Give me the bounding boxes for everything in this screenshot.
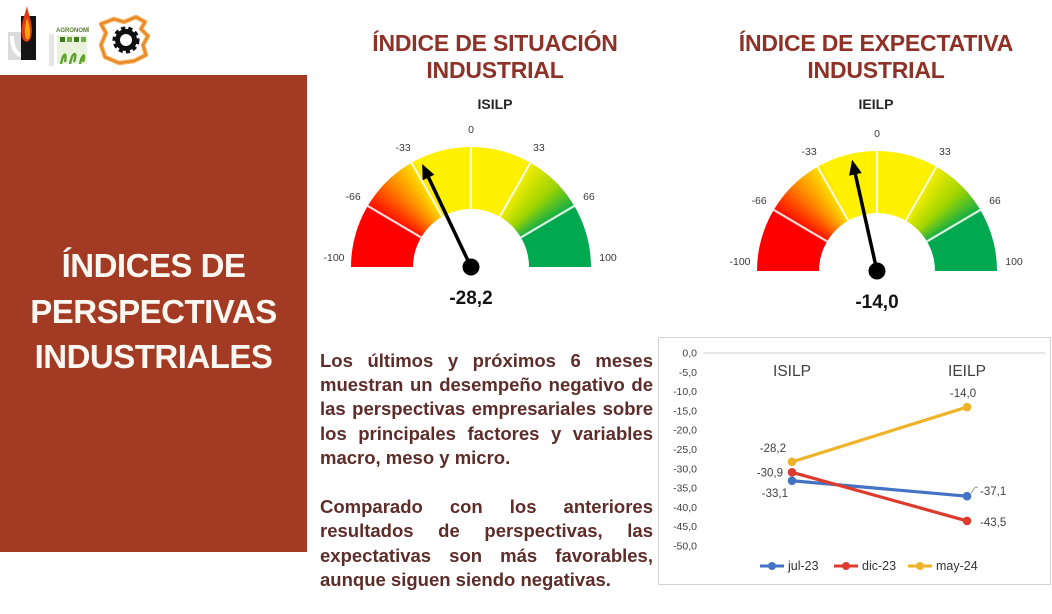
gauge-situacion: -28,2 -100 -66 -33 0 33 66 100 bbox=[321, 122, 621, 314]
agronomia-logo-icon: AGRONOMÍA bbox=[49, 24, 95, 71]
page-title: ÍNDICES DE PERSPECTIVAS INDUSTRIALES bbox=[30, 247, 277, 376]
svg-text:ISILP: ISILP bbox=[773, 363, 811, 380]
commentary-block: Los últimos y próximos 6 meses muestran … bbox=[320, 349, 653, 614]
svg-text:dic-23: dic-23 bbox=[862, 559, 896, 573]
gauge-situacion-sublabel: ISILP bbox=[477, 96, 513, 112]
gauge-expectativa: -14,0 -100 -66 -33 0 33 66 100 bbox=[727, 126, 1027, 318]
gauge-tick-label: 0 bbox=[468, 124, 474, 136]
svg-text:-5,0: -5,0 bbox=[679, 367, 697, 379]
svg-text:-25,0: -25,0 bbox=[673, 444, 697, 456]
sidebar: ÍNDICES DE PERSPECTIVAS INDUSTRIALES bbox=[0, 75, 307, 552]
gauge-tick-label: 66 bbox=[989, 195, 1001, 208]
svg-text:-30,9: -30,9 bbox=[757, 467, 783, 479]
svg-text:-14,0: -14,0 bbox=[950, 388, 976, 400]
svg-text:-33,1: -33,1 bbox=[762, 488, 788, 500]
svg-text:may-24: may-24 bbox=[936, 559, 978, 573]
gauge-tick-label: 100 bbox=[1005, 256, 1023, 268]
svg-text:-30,0: -30,0 bbox=[673, 463, 697, 475]
paragraph-1: Los últimos y próximos 6 meses muestran … bbox=[320, 350, 653, 468]
svg-text:-35,0: -35,0 bbox=[673, 483, 697, 495]
svg-text:IEILP: IEILP bbox=[948, 363, 986, 380]
gauge-tick-label: 100 bbox=[599, 252, 617, 264]
gauge-tick-label: -100 bbox=[323, 252, 345, 264]
svg-text:-43,5: -43,5 bbox=[980, 517, 1006, 529]
comparison-line-chart: 0,0 -5,0 -10,0 -15,0 -20,0 -25,0 -30,0 -35,0 -40… bbox=[658, 337, 1051, 585]
svg-text:-50,0: -50,0 bbox=[673, 541, 697, 553]
gauge-tick-label: -66 bbox=[751, 195, 767, 208]
gauge-tick-label: -33 bbox=[395, 141, 411, 154]
gauge-expectativa-title: ÍNDICE DE EXPECTATIVA INDUSTRIAL bbox=[738, 30, 1014, 84]
svg-text:-20,0: -20,0 bbox=[673, 425, 697, 437]
svg-text:AGRONOMÍA: AGRONOMÍA bbox=[56, 26, 89, 34]
svg-text:jul-23: jul-23 bbox=[787, 559, 819, 573]
lapampa-gear-logo-icon bbox=[96, 14, 152, 71]
svg-text:-37,1: -37,1 bbox=[980, 486, 1006, 498]
engineering-logo-icon bbox=[8, 6, 42, 71]
svg-text:-15,0: -15,0 bbox=[673, 405, 697, 417]
svg-text:-10,0: -10,0 bbox=[673, 386, 697, 398]
gauge-situacion-value: -28,2 bbox=[449, 288, 493, 309]
gauge-tick-label: 66 bbox=[583, 191, 595, 204]
paragraph-2: Comparado con los anteriores resultados … bbox=[320, 496, 653, 590]
gauge-tick-label: 33 bbox=[939, 145, 951, 158]
svg-text:0,0: 0,0 bbox=[682, 348, 697, 360]
gauge-tick-label: -33 bbox=[801, 145, 817, 158]
gauge-situacion-title: ÍNDICE DE SITUACIÓN INDUSTRIAL bbox=[372, 30, 618, 84]
gauge-tick-label: 33 bbox=[533, 141, 545, 154]
logo-bar: AGRONOMÍA bbox=[8, 6, 152, 71]
gauge-expectativa-value: -14,0 bbox=[855, 292, 899, 313]
svg-text:-40,0: -40,0 bbox=[673, 502, 697, 514]
gauge-tick-label: -100 bbox=[729, 256, 751, 268]
gauge-expectativa-sublabel: IEILP bbox=[858, 96, 894, 112]
gauge-tick-label: 0 bbox=[874, 128, 880, 140]
gauge-tick-label: -66 bbox=[345, 191, 361, 204]
svg-text:-28,2: -28,2 bbox=[760, 443, 786, 455]
svg-text:-45,0: -45,0 bbox=[673, 521, 697, 533]
